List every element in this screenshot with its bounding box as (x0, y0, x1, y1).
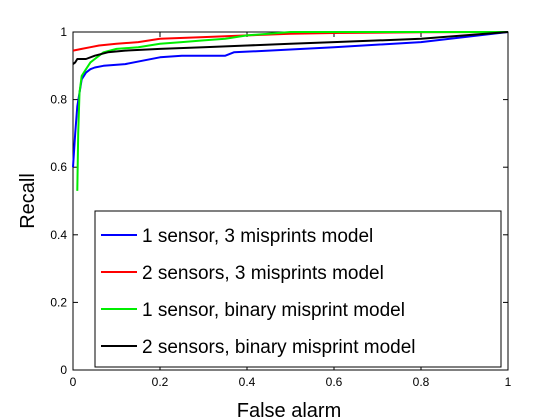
y-tick-label: 0.4 (50, 228, 67, 242)
legend-label: 1 sensor, binary misprint model (142, 300, 405, 321)
y-tick-label: 0.8 (50, 93, 67, 107)
y-axis-label: Recall (17, 173, 39, 229)
y-tick-label: 0.6 (50, 160, 67, 174)
series-lines (72, 31, 509, 191)
axes: 0 0.2 0.4 0.6 0.8 1 0 0.2 0.4 0.6 0.8 1 (50, 25, 511, 389)
series-line-4 (72, 31, 509, 65)
x-axis-label: False alarm (237, 400, 341, 419)
x-tick-label: 0.8 (413, 375, 430, 389)
x-tick-label: 0.4 (239, 375, 256, 389)
legend-box (94, 210, 502, 368)
x-tick-label: 0.2 (152, 375, 169, 389)
x-tick-label: 0 (70, 375, 77, 389)
legend-label: 1 sensor, 3 misprints model (142, 226, 373, 247)
series-line-3 (76, 31, 508, 191)
y-tick-label: 0 (60, 363, 67, 377)
y-tick-label: 1 (60, 25, 67, 39)
legend-label: 2 sensors, 3 misprints model (142, 263, 384, 284)
x-tick-label: 1 (505, 375, 512, 389)
y-tick-label: 0.2 (50, 295, 67, 309)
legend-label: 2 sensors, binary misprint model (142, 337, 416, 358)
x-tick-label: 0.6 (326, 375, 343, 389)
legend: 1 sensor, 3 misprints model 2 sensors, 3 … (94, 210, 502, 368)
